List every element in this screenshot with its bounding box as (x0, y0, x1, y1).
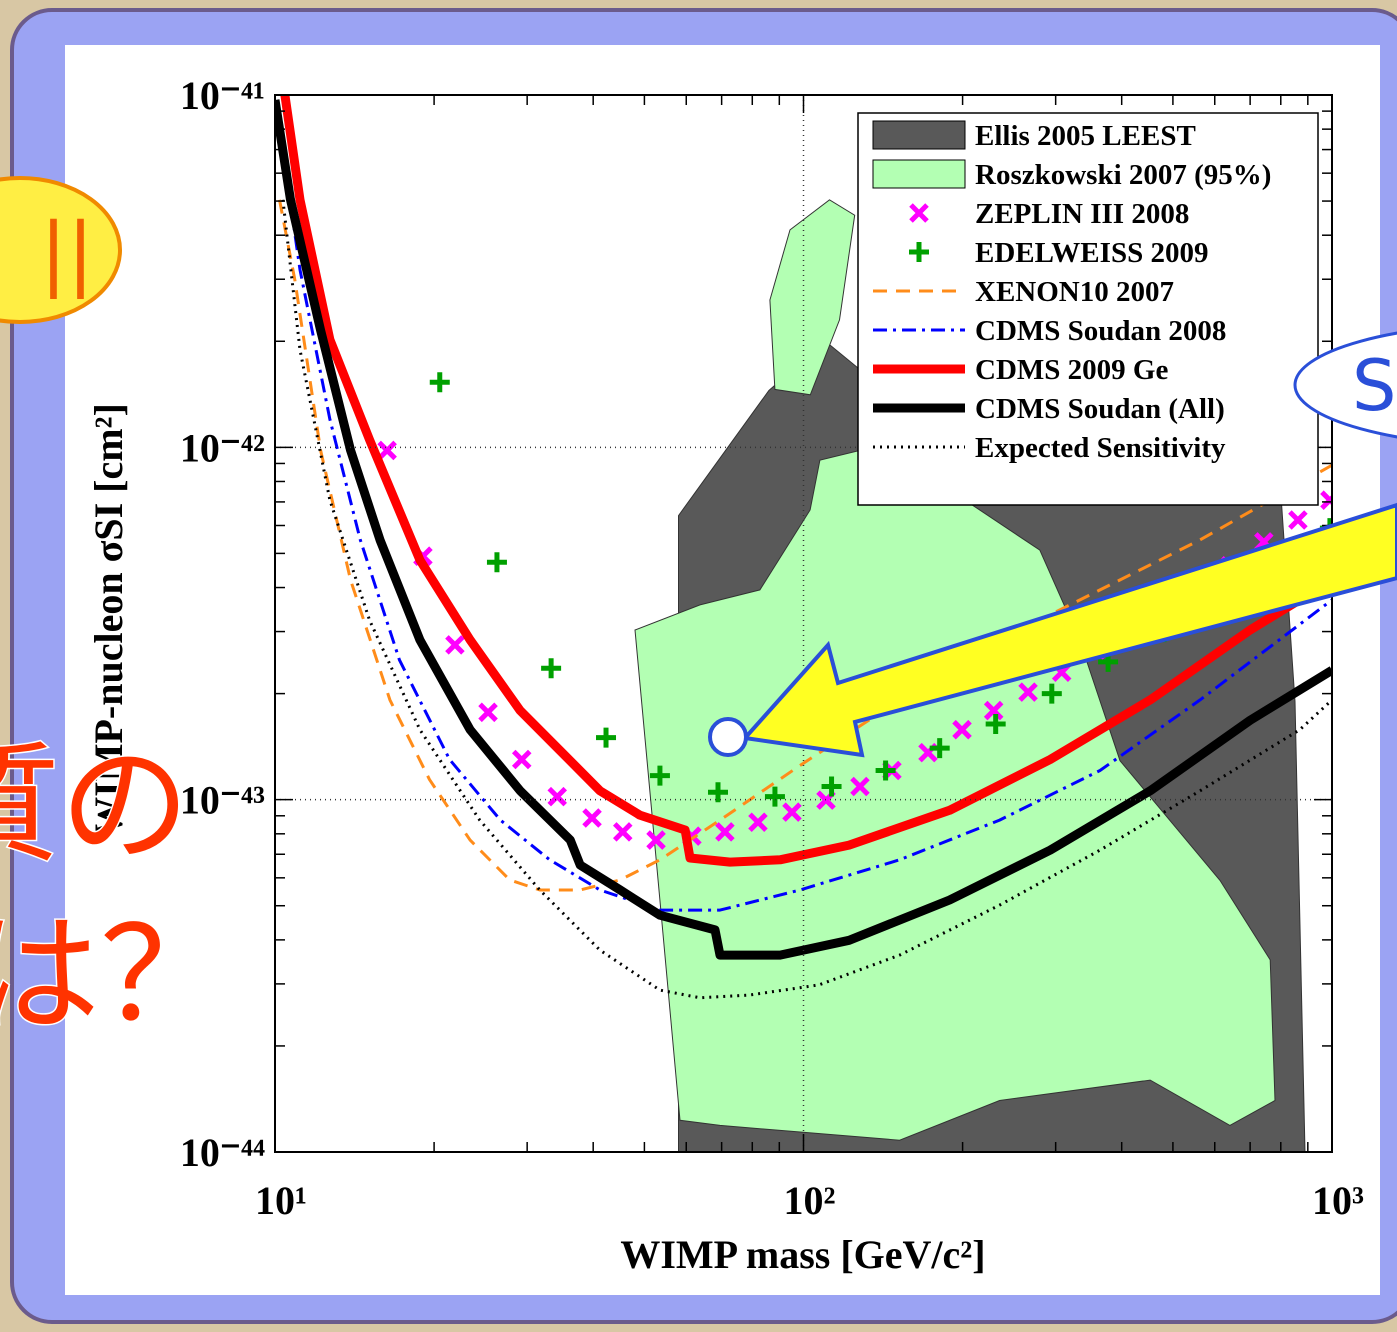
callout-text: || (40, 206, 94, 300)
x-tick-label: 10² (784, 1178, 836, 1223)
handwritten-text: は？ (0, 899, 230, 1051)
legend-label: CDMS Soudan 2008 (975, 315, 1226, 347)
y-tick-label: 10⁻⁴² (180, 425, 265, 470)
legend-label: ZEPLIN III 2008 (975, 198, 1189, 230)
handwritten-text: 質の (0, 729, 190, 881)
legend-swatch (873, 121, 965, 149)
legend-label: Expected Sensitivity (975, 432, 1226, 464)
point-marker (710, 719, 746, 755)
x-tick-label: 10³ (1312, 1178, 1364, 1223)
legend-label: Ellis 2005 LEEST (975, 120, 1196, 152)
y-tick-label: 10⁻⁴¹ (180, 73, 265, 118)
bubble-text: S (1352, 345, 1396, 427)
legend-label: CDMS 2009 Ge (975, 354, 1168, 386)
legend-swatch (873, 160, 965, 188)
page: {"chart_data": {"type": "line", "xlabel"… (0, 0, 1397, 1332)
legend: Ellis 2005 LEEST Roszkowski 2007 (95%) ZEP… (858, 113, 1318, 505)
legend-label: CDMS Soudan (All) (975, 393, 1225, 425)
x-axis-label: WIMP mass [GeV/c²] (620, 1232, 985, 1277)
y-tick-label: 10⁻⁴⁴ (180, 1130, 265, 1175)
legend-label: XENON10 2007 (975, 276, 1174, 308)
legend-label: Roszkowski 2007 (95%) (975, 159, 1271, 191)
slide: WIMP mass [GeV/c²] WIMP-nucleon σSI [cm²… (0, 0, 1397, 1332)
x-tick-label: 10¹ (255, 1178, 307, 1223)
legend-label: EDELWEISS 2009 (975, 237, 1208, 269)
y-tick-label: 10⁻⁴³ (180, 778, 265, 823)
